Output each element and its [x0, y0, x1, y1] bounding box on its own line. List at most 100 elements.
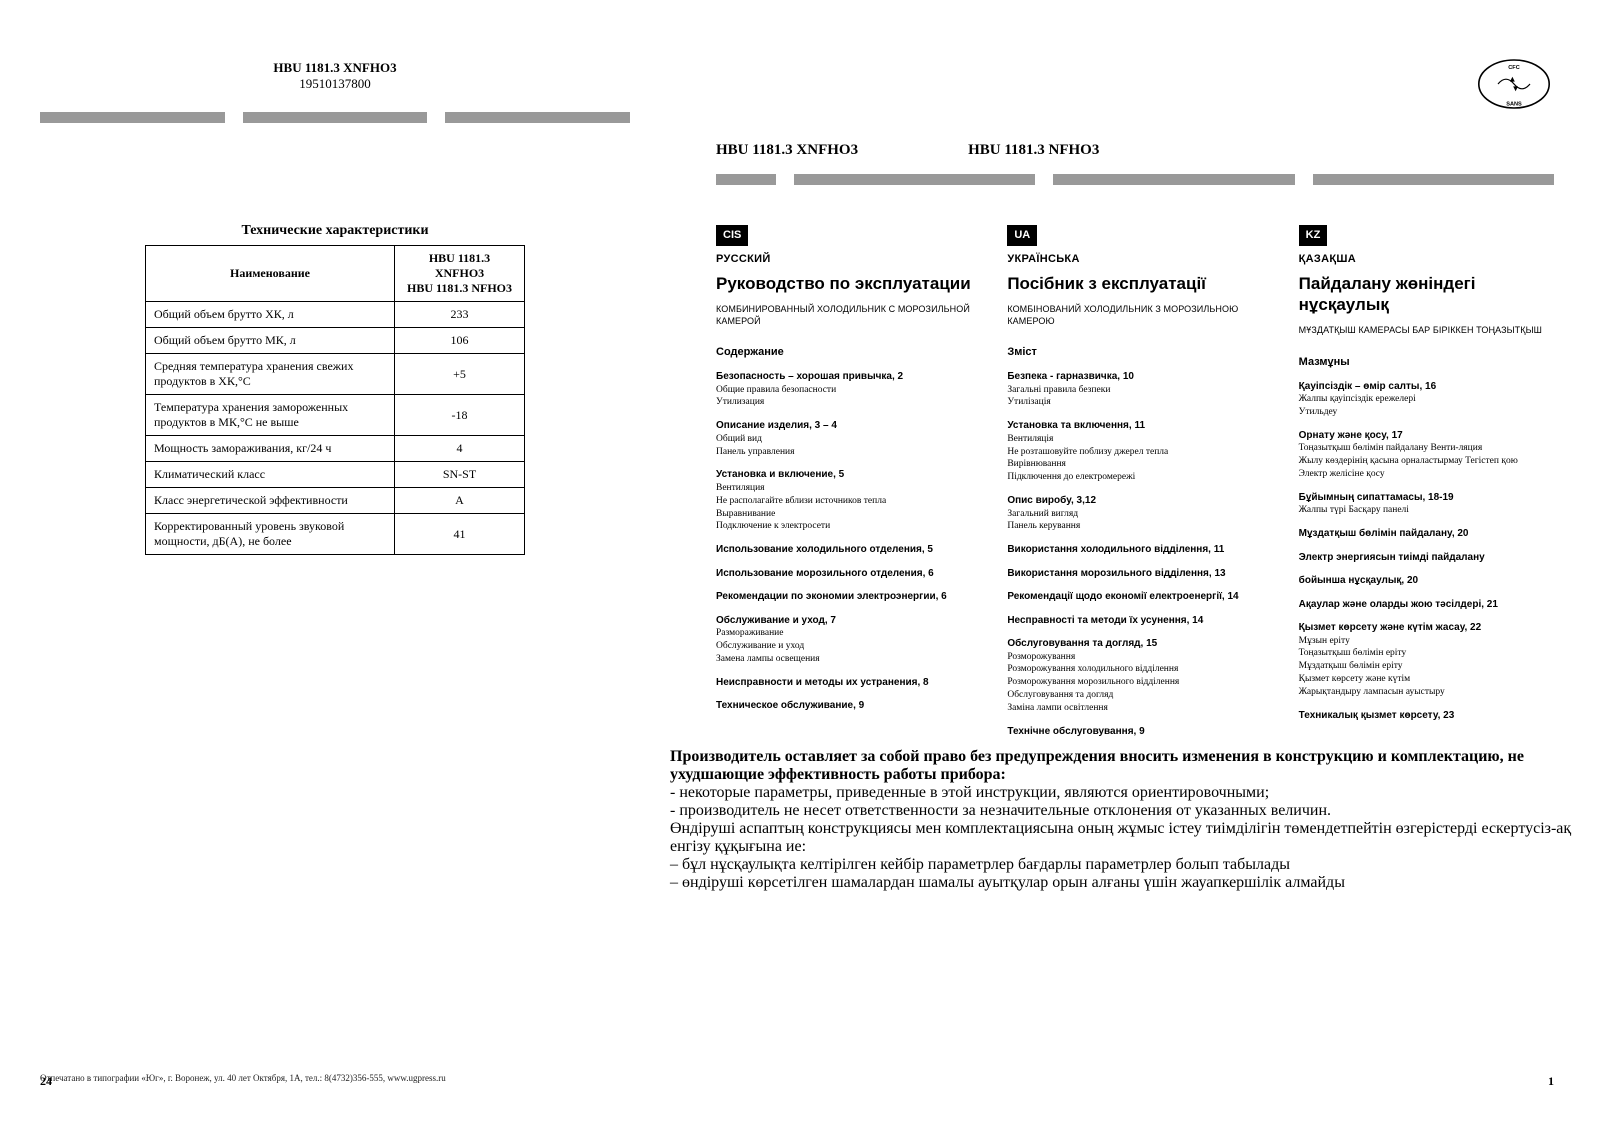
- toc-title: Бұйымның сипаттамасы, 18-19: [1299, 491, 1554, 505]
- toc-item: Використання морозильного відділення, 13: [1007, 567, 1262, 581]
- model-titles: HBU 1181.3 XNFHO3 HBU 1181.3 NFHO3: [670, 142, 1600, 159]
- toc-subitem: Размораживание: [716, 627, 971, 640]
- table-row: Класс энергетической эффективностиA: [146, 488, 525, 514]
- toc-item: Қызмет көрсету және күтім жасау, 22Мұзын…: [1299, 621, 1554, 699]
- toc-title: Электр энергиясын тиімді пайдалану: [1299, 551, 1554, 565]
- toc-head: Зміст: [1007, 345, 1262, 360]
- toc-subitem: Жалпы қауіпсіздік ережелері: [1299, 393, 1554, 406]
- toc-title: Установка и включение, 5: [716, 468, 971, 482]
- toc-column: CIS РУССКИЙ Руководство по эксплуатации …: [716, 225, 971, 748]
- lang-name: УКРАЇНСЬКА: [1007, 252, 1262, 267]
- toc-item: Рекомендації щодо економії електроенергі…: [1007, 590, 1262, 604]
- toc-title: Установка та включення, 11: [1007, 419, 1262, 433]
- spec-value: 106: [395, 328, 525, 354]
- toc-subitem: Подключение к электросети: [716, 520, 971, 533]
- toc-subitem: Утильдеу: [1299, 406, 1554, 419]
- manual-title: Пайдалану жөніндегі нұсқаулық: [1299, 273, 1554, 316]
- toc-subitem: Розморожування морозильного відділення: [1007, 676, 1262, 689]
- toc-subitem: Панель управления: [716, 446, 971, 459]
- toc-subitem: Тоңазытқыш бөлімін пайдалану Венти-ляция: [1299, 442, 1554, 455]
- manual-subtitle: МҰЗДАТҚЫШ КАМЕРАСЫ БАР БІРІККЕН ТОҢАЗЫТҚ…: [1299, 325, 1554, 337]
- toc-title: Безпека - гарназвичка, 10: [1007, 370, 1262, 384]
- toc-item: Мұздатқыш бөлімін пайдалану, 20: [1299, 527, 1554, 541]
- toc-item: Техническое обслуживание, 9: [716, 699, 971, 713]
- toc-subitem: Общий вид: [716, 433, 971, 446]
- toc-subitem: Электр желісіне қосу: [1299, 468, 1554, 481]
- toc-item: Опис виробу, 3,12Загальний виглядПанель …: [1007, 494, 1262, 533]
- manual-subtitle: КОМБІНОВАНИЙ ХОЛОДИЛЬНИК З МОРОЗИЛЬНОЮ К…: [1007, 304, 1262, 327]
- toc-subitem: Підключення до електромережі: [1007, 471, 1262, 484]
- spec-name: Средняя температура хранения свежих прод…: [146, 354, 395, 395]
- toc-item: Установка и включение, 5ВентиляцияНе рас…: [716, 468, 971, 533]
- manual-subtitle: КОМБИНИРОВАННЫЙ ХОЛОДИЛЬНИК С МОРОЗИЛЬНО…: [716, 304, 971, 327]
- toc-title: Обслуживание и уход, 7: [716, 614, 971, 628]
- toc-title: Опис виробу, 3,12: [1007, 494, 1262, 508]
- lang-tag: CIS: [716, 225, 748, 246]
- spec-name: Корректированный уровень звуковой мощнос…: [146, 514, 395, 555]
- spec-name: Мощность замораживания, кг/24 ч: [146, 436, 395, 462]
- spec-value: A: [395, 488, 525, 514]
- model-header: HBU 1181.3 XNFHO3 19510137800: [0, 60, 670, 92]
- toc-title: Рекомендации по экономии электроэнергии,…: [716, 590, 971, 604]
- toc-title: Рекомендації щодо економії електроенергі…: [1007, 590, 1262, 604]
- toc-item: Безпека - гарназвичка, 10Загальні правил…: [1007, 370, 1262, 409]
- spec-value: 4: [395, 436, 525, 462]
- toc-subitem: Панель керування: [1007, 520, 1262, 533]
- page-number-left: 24: [40, 1074, 52, 1089]
- toc-item: Рекомендации по экономии электроэнергии,…: [716, 590, 971, 604]
- page-right: CFC SANS HBU 1181.3 XNFHO3 HBU 1181.3 NF…: [670, 0, 1600, 1129]
- toc-subitem: Выравнивание: [716, 508, 971, 521]
- toc-subitem: Не располагайте вблизи источников тепла: [716, 495, 971, 508]
- toc-subitem: Общие правила безопасности: [716, 384, 971, 397]
- toc-title: Безопасность – хорошая привычка, 2: [716, 370, 971, 384]
- toc-subitem: Заміна лампи освітлення: [1007, 702, 1262, 715]
- toc-title: Технічне обслуговування, 9: [1007, 725, 1262, 739]
- toc-item: Техникалық қызмет көрсету, 23: [1299, 709, 1554, 723]
- toc-title: Техникалық қызмет көрсету, 23: [1299, 709, 1554, 723]
- toc-item: Обслуговування та догляд, 15Розморожуван…: [1007, 637, 1262, 715]
- toc-subitem: Розморожування: [1007, 651, 1262, 664]
- spec-value: +5: [395, 354, 525, 395]
- lang-name: РУССКИЙ: [716, 252, 971, 267]
- toc-title: бойынша нұсқаулық, 20: [1299, 574, 1554, 588]
- toc-title: Қызмет көрсету және күтім жасау, 22: [1299, 621, 1554, 635]
- toc-item: Неисправности и методы их устранения, 8: [716, 676, 971, 690]
- toc-item: бойынша нұсқаулық, 20: [1299, 574, 1554, 588]
- toc-column: KZ ҚАЗАҚША Пайдалану жөніндегі нұсқаулық…: [1299, 225, 1554, 748]
- lang-tag: UA: [1007, 225, 1037, 246]
- toc-subitem: Вентиляция: [716, 482, 971, 495]
- spec-value: 233: [395, 302, 525, 328]
- table-row: Средняя температура хранения свежих прод…: [146, 354, 525, 395]
- toc-subitem: Обслуживание и уход: [716, 640, 971, 653]
- toc-subitem: Не розташовуйте поблизу джерел тепла: [1007, 446, 1262, 459]
- svg-text:SANS: SANS: [1506, 102, 1522, 108]
- print-footer: Отпечатано в типографии «Юг», г. Воронеж…: [40, 1073, 630, 1083]
- model-a: HBU 1181.3 XNFHO3: [716, 142, 858, 159]
- disclaimers: Производитель оставляет за собой право б…: [670, 748, 1600, 892]
- toc-subitem: Обслуговування та догляд: [1007, 689, 1262, 702]
- toc-title: Использование морозильного отделения, 6: [716, 567, 971, 581]
- spec-value: -18: [395, 395, 525, 436]
- toc-item: Ақаулар және оларды жою тәсілдері, 21: [1299, 598, 1554, 612]
- toc-item: Установка та включення, 11ВентиляціяНе р…: [1007, 419, 1262, 484]
- lang-name: ҚАЗАҚША: [1299, 252, 1554, 267]
- toc-column: UA УКРАЇНСЬКА Посібник з експлуатації КО…: [1007, 225, 1262, 748]
- toc-item: Описание изделия, 3 – 4Общий видПанель у…: [716, 419, 971, 458]
- table-row: Общий объем брутто МК, л106: [146, 328, 525, 354]
- toc-item: Обслуживание и уход, 7РазмораживаниеОбсл…: [716, 614, 971, 666]
- spec-name: Общий объем брутто ХК, л: [146, 302, 395, 328]
- toc-title: Ақаулар және оларды жою тәсілдері, 21: [1299, 598, 1554, 612]
- toc-subitem: Тоңазытқыш бөлімін еріту: [1299, 647, 1554, 660]
- toc-subitem: Утилізація: [1007, 396, 1262, 409]
- spec-name: Климатический класс: [146, 462, 395, 488]
- toc-title: Використання морозильного відділення, 13: [1007, 567, 1262, 581]
- toc-item: Использование морозильного отделения, 6: [716, 567, 971, 581]
- divider-bars: [40, 112, 630, 123]
- toc-item: Використання холодильного відділення, 11: [1007, 543, 1262, 557]
- spec-header-name: Наименование: [146, 246, 395, 302]
- toc-head: Содержание: [716, 345, 971, 360]
- spec-name: Класс энергетической эффективности: [146, 488, 395, 514]
- model-code: HBU 1181.3 XNFHO3: [0, 60, 670, 76]
- table-row: Мощность замораживания, кг/24 ч4: [146, 436, 525, 462]
- page-left: HBU 1181.3 XNFHO3 19510137800 Технически…: [0, 0, 670, 1129]
